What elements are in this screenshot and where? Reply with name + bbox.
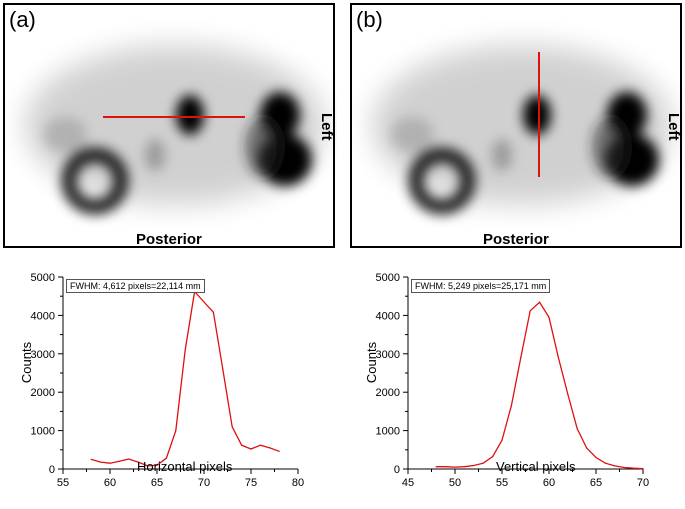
x-tick-label: 70 <box>637 477 649 489</box>
y-tick-label: 5000 <box>376 272 400 284</box>
x-tick-label: 60 <box>104 477 116 489</box>
panel-label: (a) <box>9 7 36 32</box>
y-tick-label: 2000 <box>31 387 55 399</box>
y-tick-label: 3000 <box>31 349 55 361</box>
data-point <box>118 460 120 462</box>
data-point <box>203 301 205 303</box>
data-point <box>548 316 550 318</box>
x-tick-label: 70 <box>198 477 210 489</box>
x-tick-label: 45 <box>402 477 414 489</box>
data-point <box>633 467 635 469</box>
data-point <box>278 450 280 452</box>
data-point <box>614 465 616 467</box>
x-tick-label: 50 <box>449 477 461 489</box>
data-point <box>529 310 531 312</box>
data-point <box>222 368 224 370</box>
data-point <box>435 466 437 468</box>
series-line <box>91 290 280 467</box>
data-point <box>184 349 186 351</box>
data-point <box>501 439 503 441</box>
fwhm-annotation: FWHM: 4,612 pixels=22,114 mm <box>66 279 205 293</box>
image-panel-b: (b) Posterior Left <box>350 3 682 248</box>
scan-image-a <box>25 45 325 215</box>
profile-chart-a: 55 60 65 70 75 80 0 1000 2000 3000 4000 5000 FWHM: … <box>0 265 340 504</box>
data-point <box>482 462 484 464</box>
y-tick-label: 4000 <box>376 310 400 322</box>
x-axis-label: Horizontal pixels <box>137 459 233 474</box>
series-line <box>436 301 644 470</box>
profile-chart-a-svg: 55 60 65 70 75 80 0 1000 2000 3000 4000 5000 <box>31 272 305 489</box>
profile-chart-b-svg: 45 50 55 60 65 70 0 1000 2000 3000 4000 5000 <box>376 272 650 489</box>
data-point <box>586 447 588 449</box>
data-point <box>492 456 494 458</box>
data-point <box>567 393 569 395</box>
x-tick-label: 60 <box>543 477 555 489</box>
data-point <box>454 466 456 468</box>
panel-label: (b) <box>356 7 383 32</box>
orientation-label-left: Left <box>665 113 682 141</box>
data-point <box>604 462 606 464</box>
data-point <box>137 461 139 463</box>
data-point <box>623 466 625 469</box>
x-tick-label: 80 <box>292 477 304 489</box>
data-point <box>250 448 252 450</box>
y-axis-label: Counts <box>19 341 35 384</box>
y-axis-label: Counts <box>364 341 380 384</box>
data-point <box>175 430 177 432</box>
y-tick-label: 0 <box>49 464 55 476</box>
y-tick-label: 4000 <box>31 310 55 322</box>
data-point <box>473 464 475 467</box>
data-point <box>539 301 541 303</box>
y-tick-label: 3000 <box>376 349 400 361</box>
scan-image-b <box>372 45 672 215</box>
x-tick-label: 65 <box>590 477 602 489</box>
data-point <box>445 466 447 468</box>
data-point <box>147 465 149 467</box>
data-point <box>156 464 158 466</box>
y-tick-label: 1000 <box>376 426 400 438</box>
data-point <box>241 444 243 446</box>
data-point <box>642 468 644 470</box>
data-point <box>259 444 261 446</box>
y-tick-label: 2000 <box>376 387 400 399</box>
x-tick-label: 65 <box>151 477 163 489</box>
x-tick-label: 55 <box>496 477 508 489</box>
data-point <box>595 456 597 459</box>
data-point <box>109 462 111 464</box>
fwhm-annotation: FWHM: 5,249 pixels=25,171 mm <box>411 279 551 293</box>
orientation-label-posterior: Posterior <box>483 231 549 248</box>
data-point <box>90 458 92 460</box>
y-tick-label: 5000 <box>31 272 55 284</box>
profile-chart-b: 45 50 55 60 65 70 0 1000 2000 3000 4000 5000 FWHM: … <box>345 265 685 504</box>
orientation-label-left: Left <box>318 113 335 141</box>
data-point <box>576 428 578 430</box>
data-point <box>520 357 522 359</box>
data-point <box>269 447 271 449</box>
data-point <box>165 457 167 459</box>
data-point <box>463 466 465 468</box>
data-point <box>231 426 233 428</box>
data-point <box>510 405 512 407</box>
y-tick-label: 1000 <box>31 426 55 438</box>
image-panel-a: (a) Posterior Left <box>3 3 335 248</box>
data-point <box>128 458 130 460</box>
x-tick-label: 55 <box>57 477 69 489</box>
data-point <box>100 461 102 463</box>
x-axis-label: Vertical pixels <box>496 459 576 474</box>
orientation-label-posterior: Posterior <box>136 231 202 248</box>
y-tick-label: 0 <box>394 464 400 476</box>
data-point <box>557 357 559 359</box>
data-point <box>212 311 214 313</box>
x-tick-label: 75 <box>245 477 257 489</box>
